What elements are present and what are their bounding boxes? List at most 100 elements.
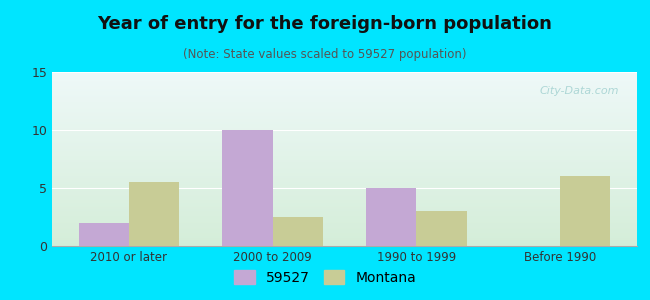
Bar [52,218,637,219]
Bar [52,173,637,174]
Bar [52,179,637,180]
Bar [52,213,637,214]
Bar [52,197,637,198]
Bar [52,186,637,187]
Bar [52,207,637,208]
Bar [52,202,637,203]
Bar [52,170,637,171]
Bar [52,188,637,189]
Bar [52,224,637,225]
Bar [52,91,637,92]
Bar [52,183,637,184]
Bar [52,245,637,246]
Bar [52,124,637,125]
Bar [52,94,637,95]
Bar [52,229,637,230]
Bar [52,195,637,196]
Bar [52,184,637,185]
Bar [52,223,637,224]
Bar [52,234,637,235]
Bar [52,146,637,147]
Bar [52,130,637,131]
Bar [52,158,637,159]
Bar [52,187,637,188]
Bar [52,121,637,122]
Bar [52,164,637,165]
Bar [52,174,637,175]
Bar [52,102,637,103]
Bar [52,201,637,202]
Bar [52,79,637,80]
Bar [52,230,637,231]
Bar [52,148,637,149]
Bar [52,161,637,162]
Bar [52,112,637,113]
Bar [52,126,637,127]
Bar [52,181,637,182]
Bar [52,180,637,181]
Bar [52,81,637,82]
Bar [52,134,637,135]
Bar [52,157,637,158]
Bar [52,99,637,100]
Bar [52,237,637,238]
Bar [52,231,637,232]
Bar [52,145,637,146]
Bar [52,140,637,141]
Bar [52,151,637,152]
Bar [52,85,637,86]
Bar [52,93,637,94]
Bar [52,109,637,110]
Bar [52,159,637,160]
Bar [52,168,637,169]
Bar [272,217,323,246]
Bar [52,233,637,234]
Bar [52,176,637,177]
Bar [52,193,637,194]
Bar [52,119,637,120]
Bar [79,223,129,246]
Bar [52,135,637,136]
Bar [52,214,637,215]
Bar [52,101,637,102]
Bar [52,95,637,96]
Bar [52,149,637,150]
Bar [52,100,637,101]
Bar [52,125,637,126]
Bar [52,114,637,115]
Bar [52,169,637,170]
Bar [560,176,610,246]
Bar [52,236,637,237]
Bar [52,82,637,83]
Bar [52,217,637,218]
Bar [52,115,637,116]
Bar [52,75,637,76]
Bar [52,177,637,178]
Bar [52,194,637,195]
Bar [52,141,637,142]
Bar [52,211,637,212]
Bar [52,116,637,117]
Bar [52,117,637,118]
Bar [52,127,637,128]
Bar [52,89,637,90]
Bar [52,155,637,156]
Bar [52,80,637,81]
Bar [52,172,637,173]
Bar [52,221,637,222]
Bar [52,105,637,106]
Bar [52,87,637,88]
Bar [52,97,637,98]
Bar [52,244,637,245]
Bar [52,131,637,132]
Bar [52,239,637,240]
Bar [52,137,637,138]
Bar [52,166,637,167]
Bar [52,123,637,124]
Bar [366,188,417,246]
Bar [52,96,637,97]
Bar [52,82,637,83]
Bar [52,208,637,209]
Bar [52,107,637,108]
Bar [52,104,637,105]
